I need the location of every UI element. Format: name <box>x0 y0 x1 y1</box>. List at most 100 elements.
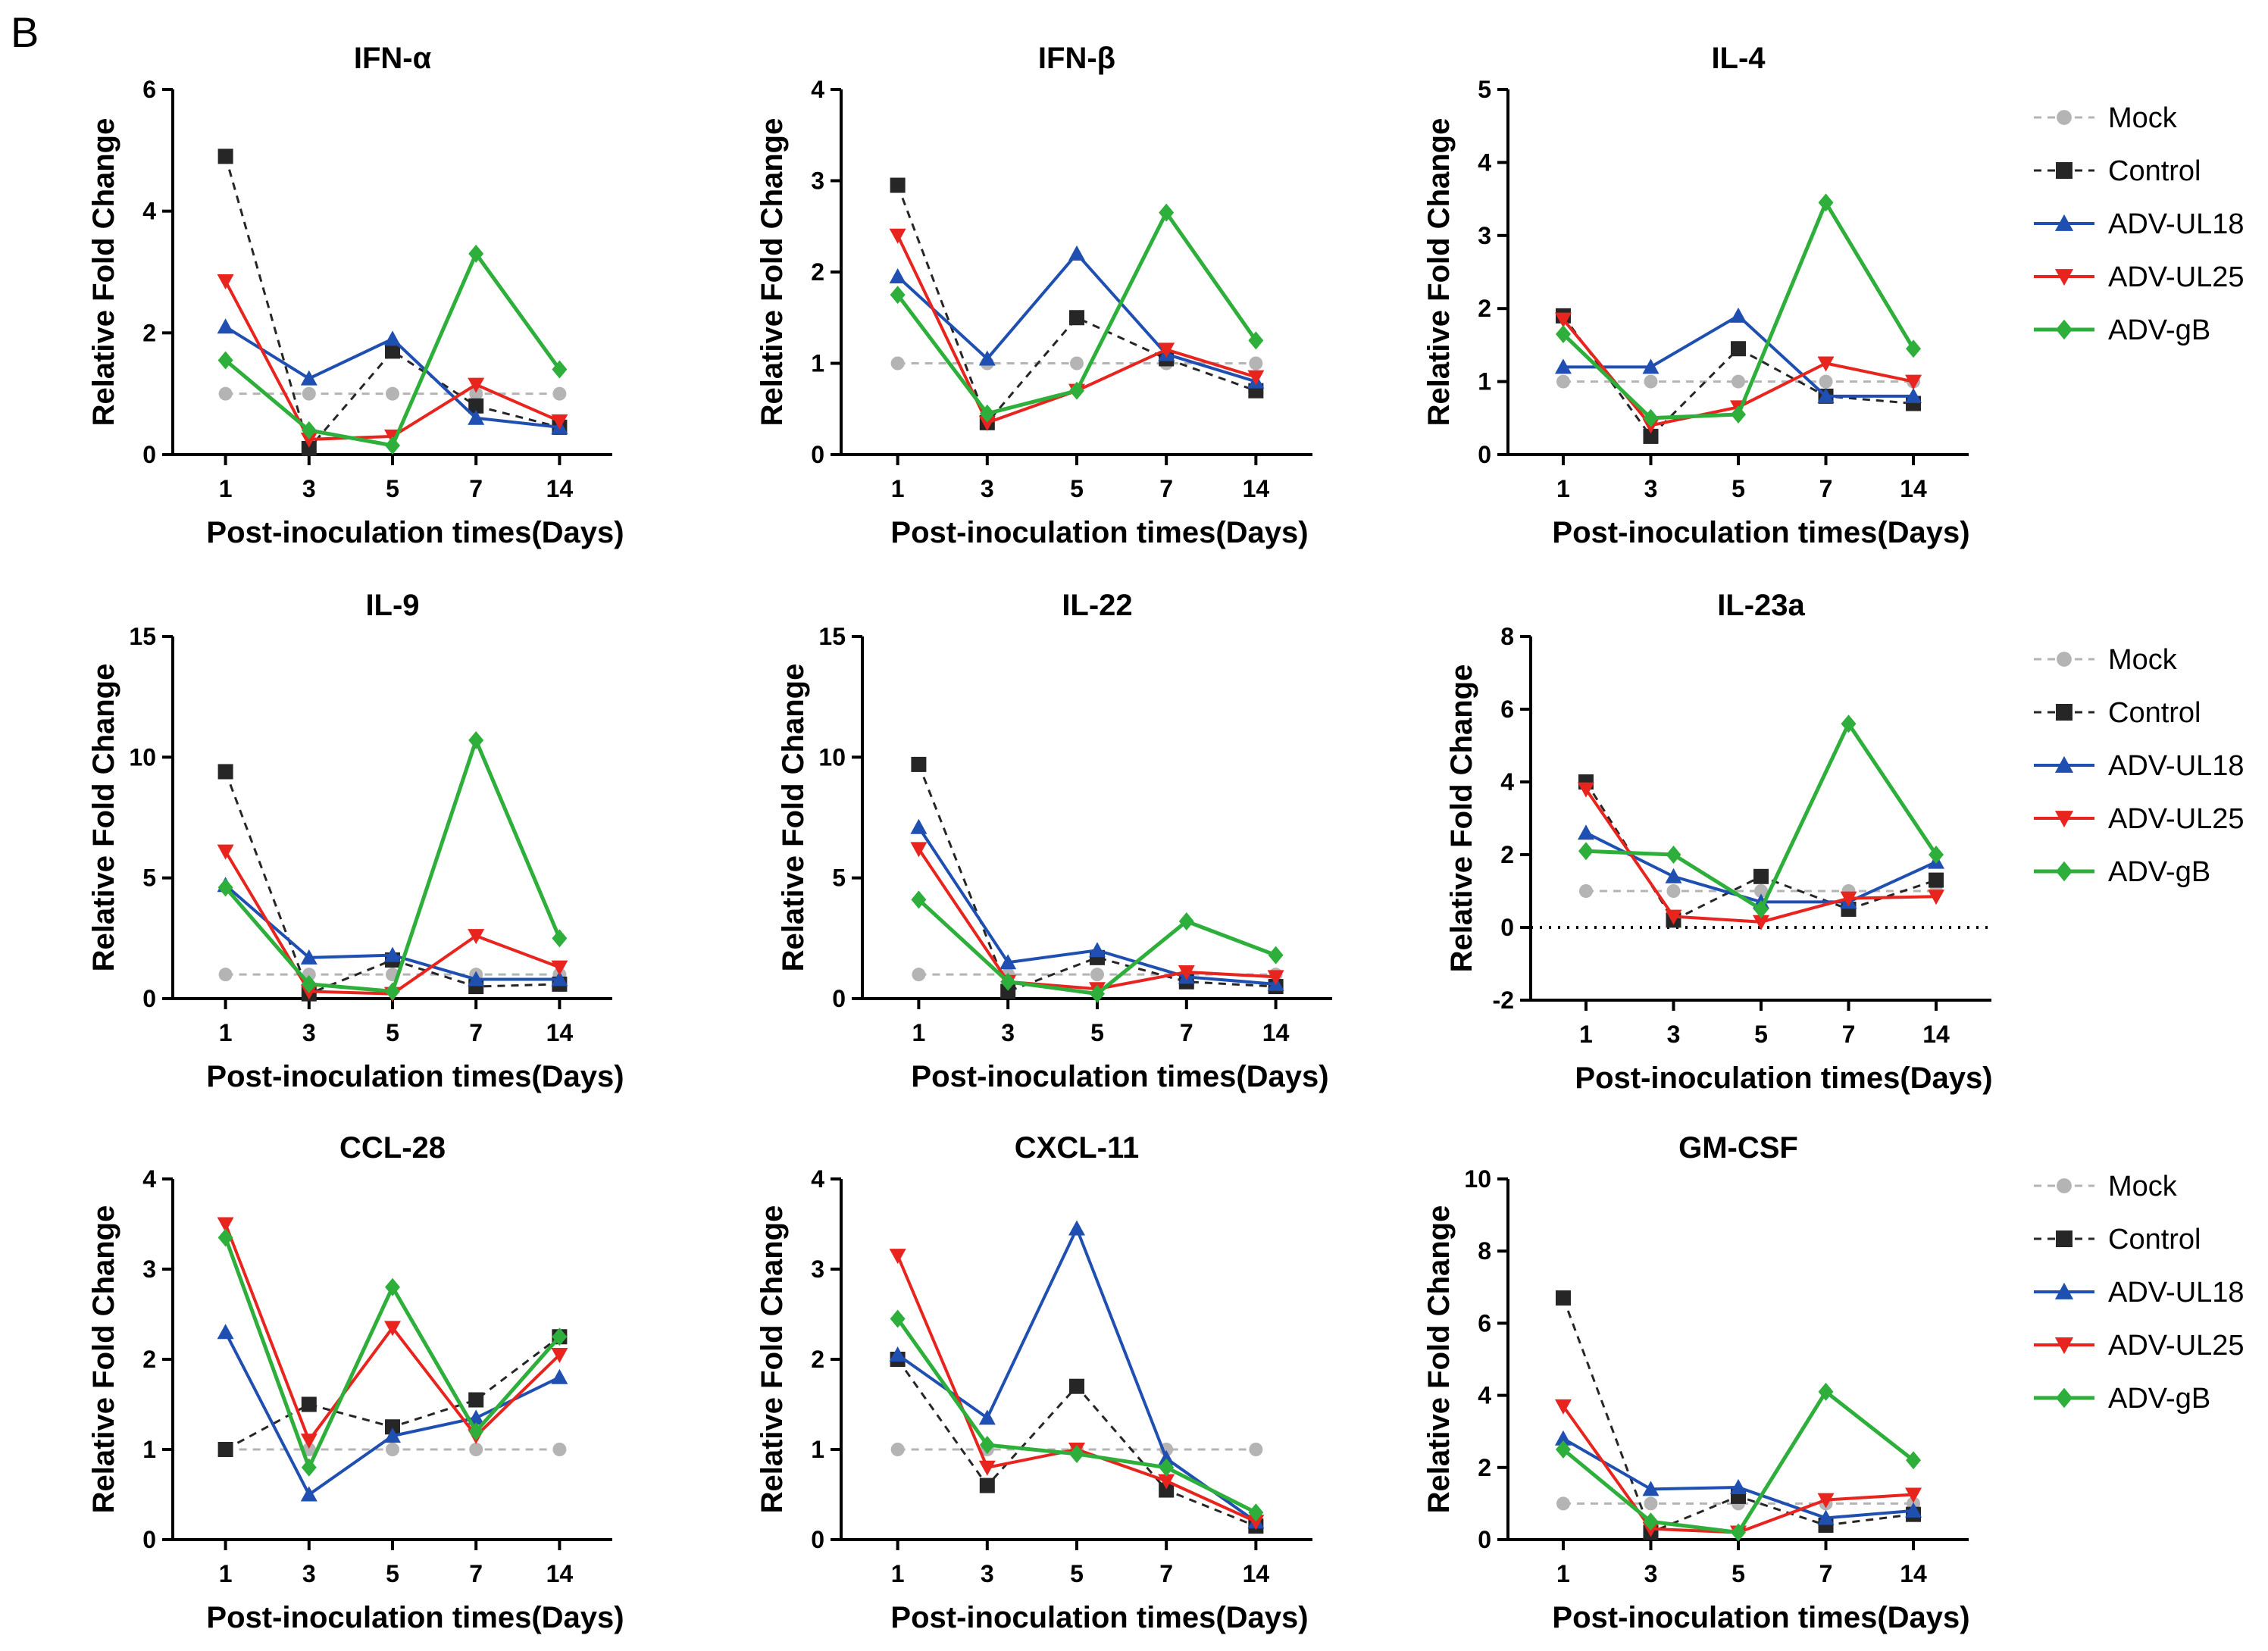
data-point <box>300 1434 318 1449</box>
x-tick-label: 5 <box>386 1019 399 1046</box>
data-point <box>1753 868 1769 884</box>
y-axis-label: Relative Fold Change <box>87 118 120 427</box>
y-tick-label: 4 <box>1500 768 1514 796</box>
data-point <box>1642 1481 1660 1496</box>
y-tick-label: 0 <box>1478 441 1491 468</box>
data-point <box>468 244 484 263</box>
data-point <box>301 440 317 456</box>
chart-4: IL-22 0 5 10 15 1 3 5 7 14 Post-inoculation times(… <box>777 589 1332 1093</box>
data-point <box>1666 884 1681 898</box>
legend-label: ADV-UL18 <box>2108 1277 2245 1309</box>
data-point <box>1249 356 1263 371</box>
data-point <box>1248 1503 1264 1522</box>
y-axis-label: Relative Fold Change <box>1422 1205 1456 1514</box>
data-point <box>384 330 401 346</box>
data-point <box>217 1217 234 1233</box>
data-point <box>552 929 568 948</box>
legend-item: ADV-UL18 <box>2034 208 2245 240</box>
data-point <box>1554 358 1572 374</box>
legend-item: ADV-UL25 <box>2034 1330 2245 1362</box>
y-tick-label: 10 <box>129 743 156 771</box>
chart-5: IL-23a -2 0 2 4 6 8 1 3 5 7 14 Post-inoculation time… <box>1445 589 1993 1095</box>
y-tick-label: 0 <box>142 1526 156 1553</box>
legend-marker <box>2056 319 2072 340</box>
data-point <box>1643 1512 1659 1531</box>
data-point <box>385 982 400 1001</box>
data-point <box>1069 1444 1084 1463</box>
legend-item: Mock <box>2034 1171 2178 1202</box>
chart-title: IFN-α <box>354 42 432 75</box>
y-tick-label: 5 <box>832 865 846 892</box>
chart-title: IL-4 <box>1711 42 1766 75</box>
data-point <box>1577 824 1594 840</box>
x-tick-label: 1 <box>219 1560 233 1587</box>
x-tick-label: 5 <box>386 475 399 502</box>
data-point <box>1069 310 1084 326</box>
y-tick-label: 6 <box>1478 1309 1491 1337</box>
x-axis-label: Post-inoculation times(Days) <box>206 1060 624 1093</box>
data-point <box>1666 846 1681 864</box>
data-point <box>552 386 567 401</box>
x-tick-label: 14 <box>546 475 574 502</box>
y-tick-label: 2 <box>1500 841 1514 868</box>
data-point <box>551 960 568 976</box>
data-point <box>1732 374 1745 389</box>
data-point <box>1158 1474 1175 1490</box>
data-point <box>978 1409 996 1425</box>
x-tick-label: 3 <box>1001 1019 1015 1046</box>
data-point <box>978 350 996 366</box>
x-tick-label: 7 <box>1159 475 1173 502</box>
data-point <box>1069 381 1084 400</box>
series-control <box>217 764 568 1002</box>
x-tick-label: 7 <box>1180 1019 1193 1046</box>
data-point <box>1249 1443 1263 1456</box>
x-tick-label: 1 <box>1579 1021 1593 1048</box>
legend-label: Control <box>2108 155 2201 187</box>
data-point <box>1644 374 1658 389</box>
data-point <box>1578 884 1593 898</box>
data-point <box>551 414 568 430</box>
data-point <box>385 436 400 455</box>
data-point <box>1159 203 1175 222</box>
x-axis-label: Post-inoculation times(Days) <box>890 516 1308 549</box>
data-point <box>910 818 928 834</box>
x-tick-label: 3 <box>302 1019 316 1046</box>
y-axis-label: Relative Fold Change <box>755 1205 789 1514</box>
legend-marker <box>2056 162 2072 179</box>
legend-label: ADV-UL25 <box>2108 1330 2245 1362</box>
x-tick-label: 3 <box>1644 1560 1658 1587</box>
series-line <box>896 1224 1257 1523</box>
legend-0: Mock Control ADV-UL18 ADV-UL25 ADV-gB <box>2034 102 2245 346</box>
data-point <box>217 318 234 334</box>
data-point <box>300 432 318 448</box>
legend-marker <box>2054 1337 2074 1355</box>
data-point <box>1730 307 1747 323</box>
data-point <box>1556 1496 1570 1511</box>
data-point <box>1730 1478 1747 1494</box>
data-point <box>1555 1440 1571 1459</box>
data-point <box>551 1348 568 1364</box>
chart-title: IL-9 <box>365 589 419 622</box>
data-point <box>890 177 906 193</box>
y-tick-label: 8 <box>1478 1237 1491 1265</box>
data-point <box>552 1443 567 1456</box>
legend-marker <box>2056 1387 2072 1409</box>
data-point <box>1178 912 1194 931</box>
x-tick-label: 14 <box>1900 1560 1927 1587</box>
chart-title: CXCL-11 <box>1015 1131 1140 1165</box>
data-point <box>1247 370 1265 386</box>
data-point <box>1665 868 1682 883</box>
legend-label: ADV-UL18 <box>2108 750 2245 782</box>
x-tick-label: 3 <box>1644 475 1658 502</box>
series-control <box>1578 774 1944 928</box>
data-point <box>890 286 906 305</box>
x-tick-label: 14 <box>546 1019 574 1046</box>
legend-label: Mock <box>2108 1171 2178 1202</box>
x-tick-label: 7 <box>469 475 483 502</box>
data-point <box>552 360 568 379</box>
data-point <box>1817 387 1835 403</box>
legend-item: Control <box>2034 1224 2201 1255</box>
data-point <box>468 377 485 393</box>
data-point <box>385 343 400 359</box>
series-line <box>224 155 560 452</box>
